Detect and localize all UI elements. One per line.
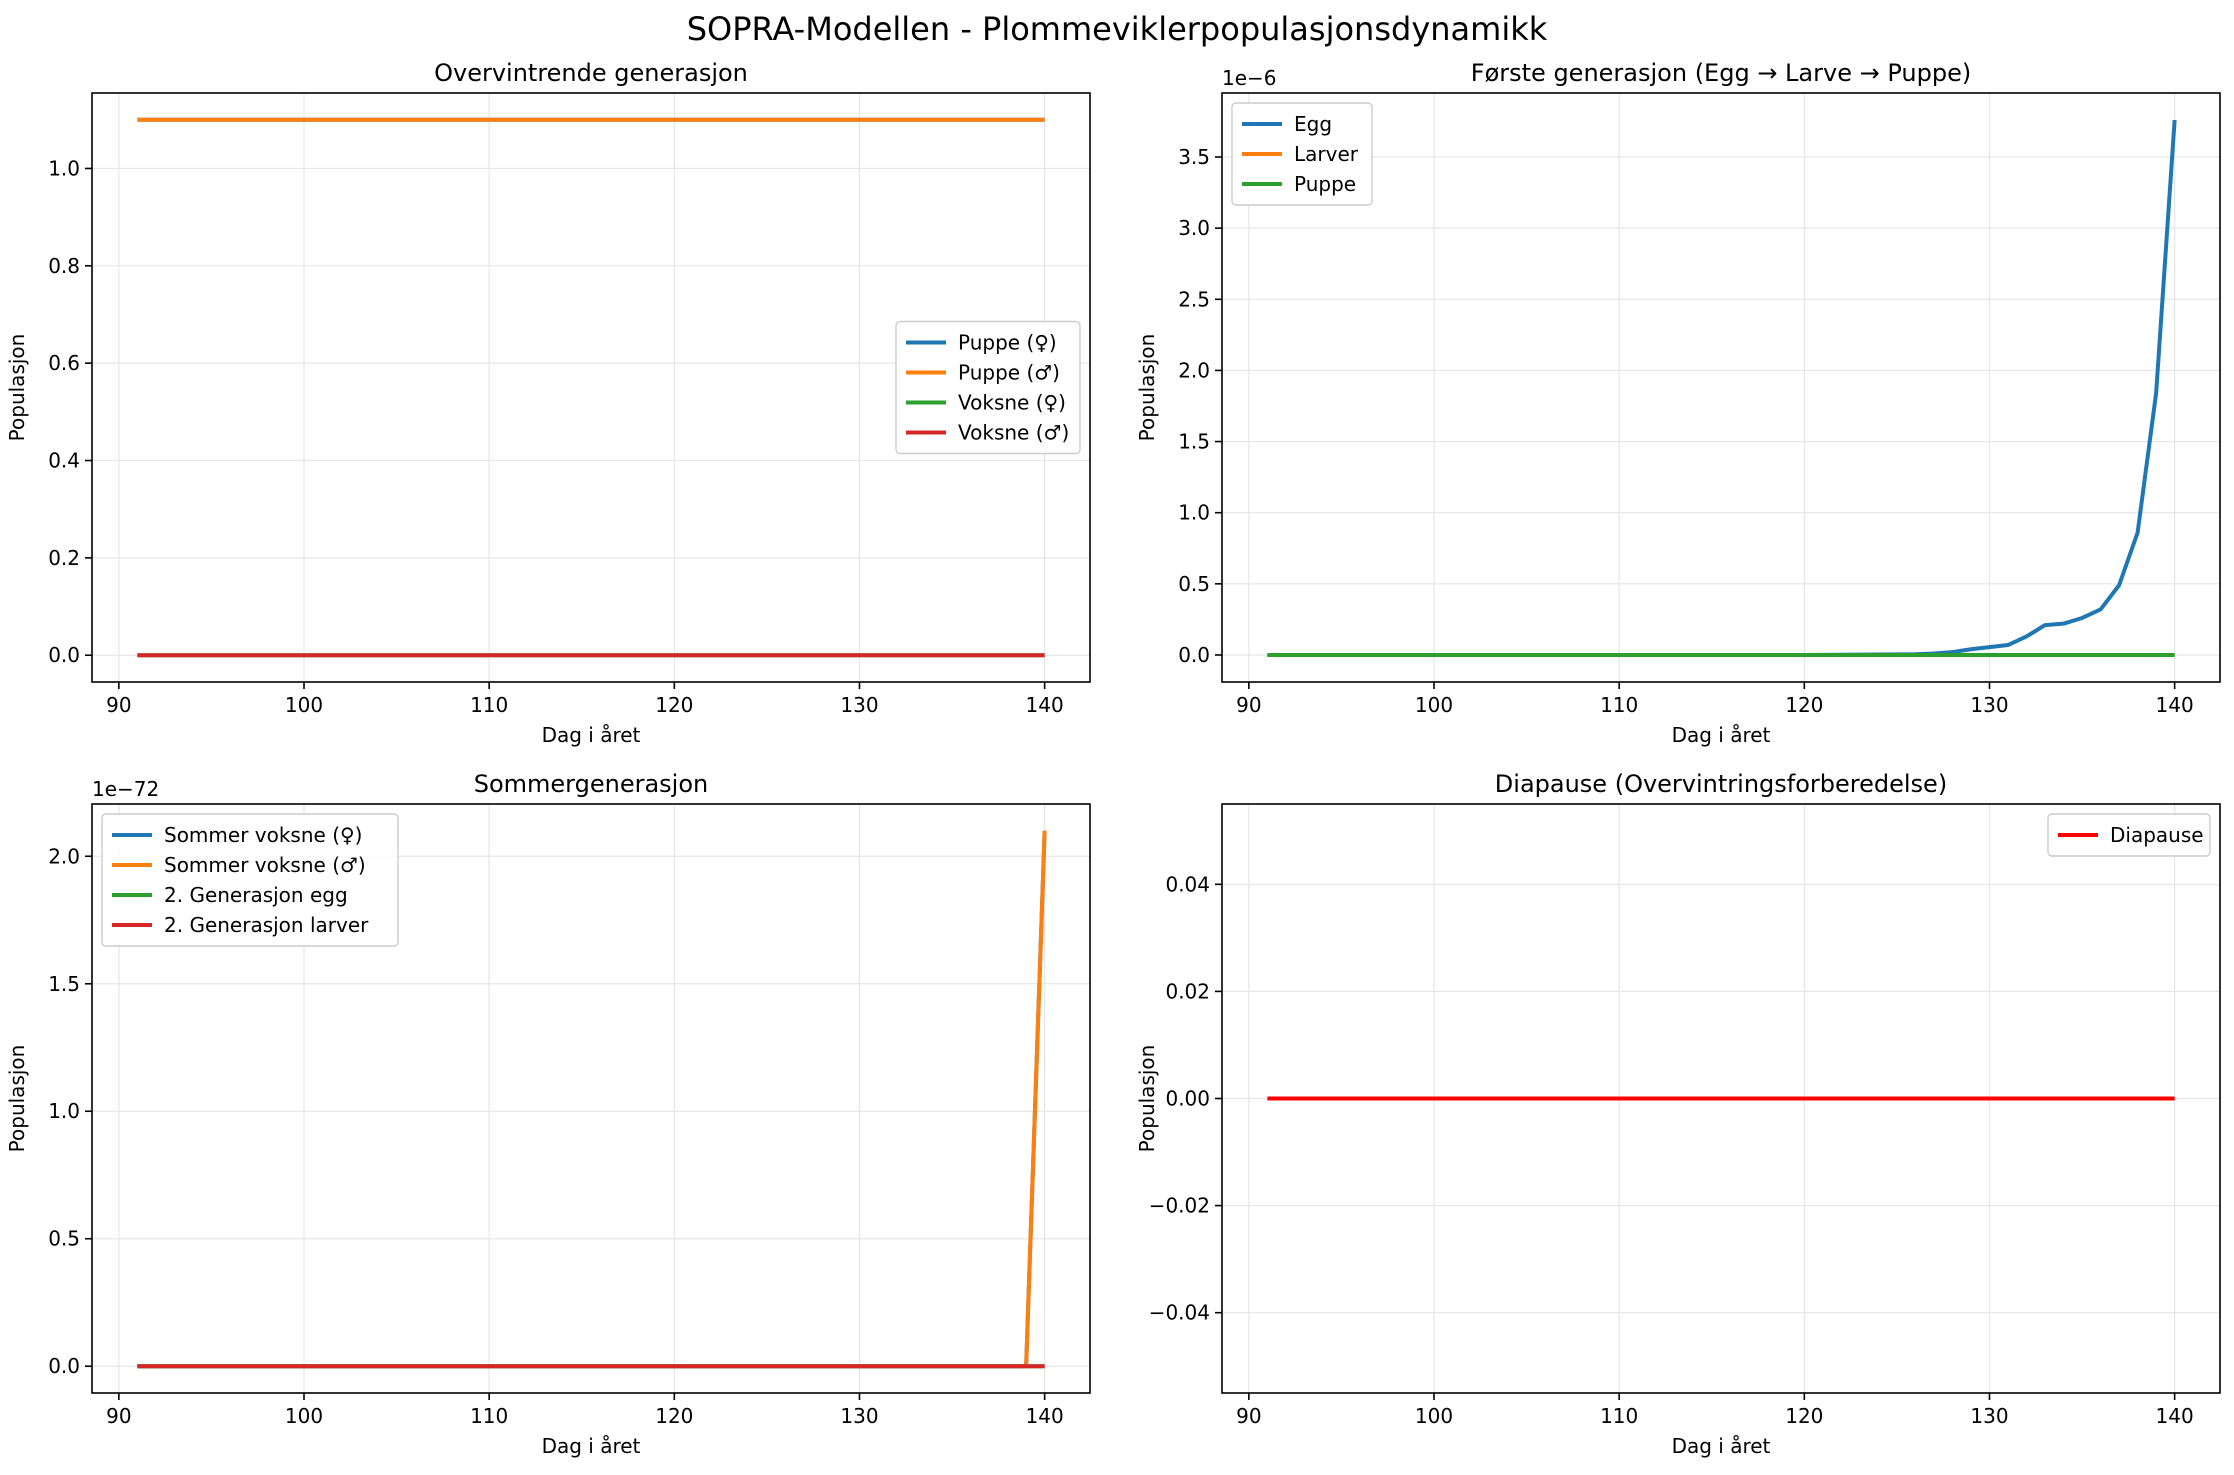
chart-3-x-tick-label: 100 xyxy=(285,1404,323,1428)
chart-2-legend-label-2: Larver xyxy=(1294,142,1359,166)
chart-3-y-tick-label: 2.0 xyxy=(48,844,80,868)
chart-2-axes-frame xyxy=(1221,92,2221,683)
chart-3-legend-label-2: Sommer voksne (♂) xyxy=(164,853,366,877)
chart-4-x-axis-label: Dag i året xyxy=(1672,1434,1771,1458)
chart-3-title: Sommergenerasjon xyxy=(474,770,709,798)
chart-4-x-tick-label: 100 xyxy=(1415,1404,1453,1428)
chart-2-y-tick-label: 1.5 xyxy=(1178,430,1210,454)
chart-1-x-axis-label: Dag i året xyxy=(542,723,641,747)
chart-1-y-tick-label: 0.6 xyxy=(48,351,80,375)
chart-1-y-tick-label: 1.0 xyxy=(48,156,80,180)
chart-1-legend-label-1: Puppe (♀) xyxy=(958,331,1057,355)
chart-2-legend-label-3: Puppe xyxy=(1294,172,1356,196)
chart-3-y-tick-label: 1.5 xyxy=(48,972,80,996)
chart-1-legend-label-4: Voksne (♂) xyxy=(958,421,1069,445)
chart-3-x-axis-label: Dag i året xyxy=(542,1434,641,1458)
chart-4-x-tick-label: 120 xyxy=(1785,1404,1823,1428)
chart-3-axes-frame xyxy=(91,803,1091,1394)
chart-2-offset-label: 1e−6 xyxy=(1222,66,1277,90)
chart-1-y-tick-label: 0.8 xyxy=(48,254,80,278)
chart-1-y-tick-label: 0.2 xyxy=(48,546,80,570)
chart-2-y-tick-label: 0.0 xyxy=(1178,643,1210,667)
chart-3-y-tick-label: 1.0 xyxy=(48,1099,80,1123)
chart-2-y-tick-label: 2.5 xyxy=(1178,287,1210,311)
chart-4-x-tick-label: 110 xyxy=(1600,1404,1638,1428)
chart-3-x-tick-label: 130 xyxy=(840,1404,878,1428)
chart-4-y-tick-label: 0.00 xyxy=(1165,1087,1210,1111)
chart-2-legend-label-1: Egg xyxy=(1294,112,1332,136)
chart-2-x-tick-label: 100 xyxy=(1415,693,1453,717)
chart-1-x-tick-label: 100 xyxy=(285,693,323,717)
chart-2-x-tick-label: 120 xyxy=(1785,693,1823,717)
chart-4-legend-label-1: Diapause xyxy=(2110,823,2204,847)
chart-2-x-tick-label: 140 xyxy=(2156,693,2194,717)
chart-3-offset-label: 1e−72 xyxy=(92,777,159,801)
chart-4-x-tick-label: 130 xyxy=(1970,1404,2008,1428)
chart-1-axes-frame xyxy=(91,92,1091,683)
chart-1-x-tick-label: 120 xyxy=(655,693,693,717)
chart-1-x-tick-label: 90 xyxy=(106,693,131,717)
chart-4-title: Diapause (Overvintringsforberedelse) xyxy=(1495,770,1947,798)
chart-4-x-tick-label: 90 xyxy=(1236,1404,1261,1428)
chart-4-x-tick-label: 140 xyxy=(2156,1404,2194,1428)
chart-3-legend-label-3: 2. Generasjon egg xyxy=(164,883,348,907)
chart-1-y-tick-label: 0.0 xyxy=(48,643,80,667)
chart-1-y-tick-label: 0.4 xyxy=(48,449,80,473)
chart-4-y-tick-label: 0.04 xyxy=(1165,872,1210,896)
chart-1-legend-box xyxy=(895,320,1081,455)
figure-title: SOPRA-Modellen - Plommeviklerpopulasjons… xyxy=(687,10,1548,48)
chart-1-legend-label-2: Puppe (♂) xyxy=(958,361,1060,385)
chart-2-x-tick-label: 130 xyxy=(1970,693,2008,717)
chart-2-x-tick-label: 110 xyxy=(1600,693,1638,717)
chart-3-y-tick-label: 0.0 xyxy=(48,1354,80,1378)
chart-4-y-tick-label: 0.02 xyxy=(1165,979,1210,1003)
chart-2-title: Første generasjon (Egg → Larve → Puppe) xyxy=(1471,59,1971,87)
chart-3-legend-label-1: Sommer voksne (♀) xyxy=(164,823,362,847)
chart-1-legend-label-3: Voksne (♀) xyxy=(958,391,1066,415)
chart-3-x-tick-label: 120 xyxy=(655,1404,693,1428)
chart-1-title: Overvintrende generasjon xyxy=(434,59,748,87)
chart-2-legend-box xyxy=(1231,102,1373,206)
chart-1-x-tick-label: 140 xyxy=(1026,693,1064,717)
chart-2-y-axis-label: Populasjon xyxy=(1135,334,1159,442)
chart-2-y-tick-label: 0.5 xyxy=(1178,572,1210,596)
chart-2-y-tick-label: 1.0 xyxy=(1178,501,1210,525)
chart-2-y-tick-label: 3.5 xyxy=(1178,145,1210,169)
chart-3-x-tick-label: 140 xyxy=(1026,1404,1064,1428)
chart-4-y-tick-label: −0.04 xyxy=(1149,1301,1210,1325)
chart-2-y-tick-label: 2.0 xyxy=(1178,358,1210,382)
chart-4-y-tick-label: −0.02 xyxy=(1149,1194,1210,1218)
chart-2-x-tick-label: 90 xyxy=(1236,693,1261,717)
chart-1-x-tick-label: 130 xyxy=(840,693,878,717)
chart-4-legend-box xyxy=(2047,813,2211,857)
chart-2-y-tick-label: 3.0 xyxy=(1178,216,1210,240)
chart-3-y-tick-label: 0.5 xyxy=(48,1227,80,1251)
chart-3-x-tick-label: 110 xyxy=(470,1404,508,1428)
chart-3-x-tick-label: 90 xyxy=(106,1404,131,1428)
chart-3-legend-label-4: 2. Generasjon larver xyxy=(164,913,369,937)
chart-4-y-axis-label: Populasjon xyxy=(1135,1045,1159,1153)
chart-2-x-axis-label: Dag i året xyxy=(1672,723,1771,747)
chart-1-x-tick-label: 110 xyxy=(470,693,508,717)
chart-3-legend-box xyxy=(101,813,399,947)
chart-1-y-axis-label: Populasjon xyxy=(5,334,29,442)
chart-3-y-axis-label: Populasjon xyxy=(5,1045,29,1153)
